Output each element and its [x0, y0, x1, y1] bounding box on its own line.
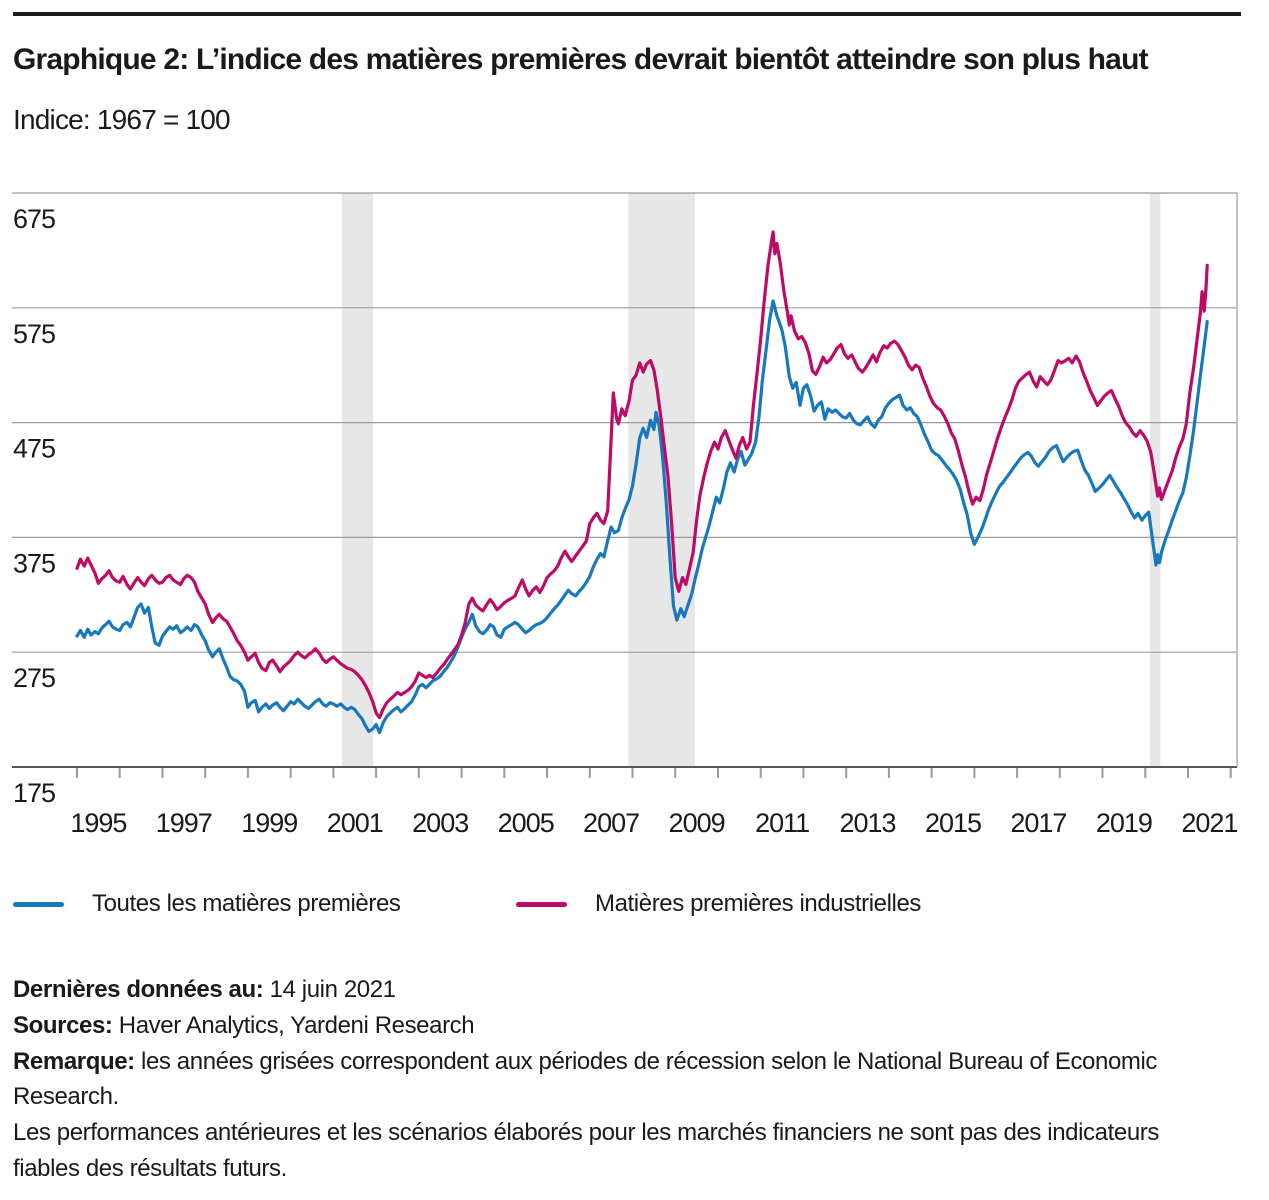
last-data-value: 14 juin 2021 [263, 976, 396, 1003]
y-axis-labels: 675 575 475 375 275 175 [13, 204, 56, 808]
x-tick-label: 2007 [583, 808, 639, 838]
x-tick-label: 2005 [498, 808, 554, 838]
x-tick-label: 1995 [70, 808, 126, 838]
y-tick-label: 675 [13, 204, 55, 234]
x-ticks [76, 768, 1232, 778]
x-tick-label: 1999 [241, 808, 297, 838]
sources-label: Sources: [13, 1011, 113, 1039]
y-tick-label: 275 [13, 663, 55, 693]
recession-bands [341, 193, 1161, 767]
series-line-industrial-commodities [75, 230, 1209, 720]
x-tick-label: 2013 [839, 808, 895, 838]
x-tick-label: 2021 [1181, 808, 1237, 838]
recession-band [341, 193, 374, 767]
y-tick-label: 475 [13, 434, 55, 464]
legend: Toutes les matières premières Matières p… [0, 888, 1269, 920]
last-data-line: Dernières données au: 14 juin 2021 [13, 972, 1165, 1008]
legend-item-industrial-commodities: Matières premières industrielles [516, 888, 921, 920]
remark-line: Remarque: les années grisées corresponde… [13, 1044, 1165, 1116]
gridlines [12, 192, 1237, 653]
x-axis-labels: 1995 1997 1999 2001 2003 2005 2007 2009 2011 2013… [70, 808, 1238, 838]
x-tick-label: 2019 [1096, 808, 1152, 838]
y-tick-label: 375 [13, 548, 55, 578]
disclaimer-line: Les performances antérieures et les scén… [13, 1119, 1159, 1182]
x-tick-label: 1997 [156, 808, 212, 838]
chart-title: Graphique 2: L’indice des matières premi… [13, 43, 1149, 77]
legend-swatch-all-commodities-icon [13, 901, 64, 907]
y-tick-label: 575 [13, 319, 55, 349]
legend-swatch-industrial-commodities-icon [516, 901, 567, 907]
top-rule [13, 12, 1241, 16]
x-tick-label: 2003 [412, 808, 468, 838]
remark-label: Remarque: [13, 1047, 135, 1075]
sources-value: Haver Analytics, Yardeni Research [112, 1011, 475, 1039]
last-data-label: Dernières données au: [13, 976, 264, 1003]
footnotes: Dernières données au: 14 juin 2021 Sourc… [13, 972, 1165, 1187]
series-line-all-commodities [75, 299, 1209, 735]
chart-subtitle: Indice: 1967 = 100 [13, 104, 231, 135]
remark-value: les années grisées correspondent aux pér… [13, 1047, 1158, 1111]
legend-label-industrial-commodities: Matières premières industrielles [595, 890, 921, 917]
legend-item-all-commodities: Toutes les matières premières [13, 888, 401, 920]
sources-line: Sources: Haver Analytics, Yardeni Resear… [13, 1008, 1165, 1044]
y-tick-label: 175 [13, 778, 55, 808]
recession-band [628, 193, 695, 767]
x-tick-label: 2015 [925, 808, 981, 838]
legend-label-all-commodities: Toutes les matières premières [92, 890, 401, 917]
x-tick-label: 2001 [327, 808, 383, 838]
x-tick-label: 2011 [755, 808, 809, 838]
x-tick-label: 2017 [1010, 808, 1066, 838]
x-tick-label: 2009 [669, 808, 725, 838]
